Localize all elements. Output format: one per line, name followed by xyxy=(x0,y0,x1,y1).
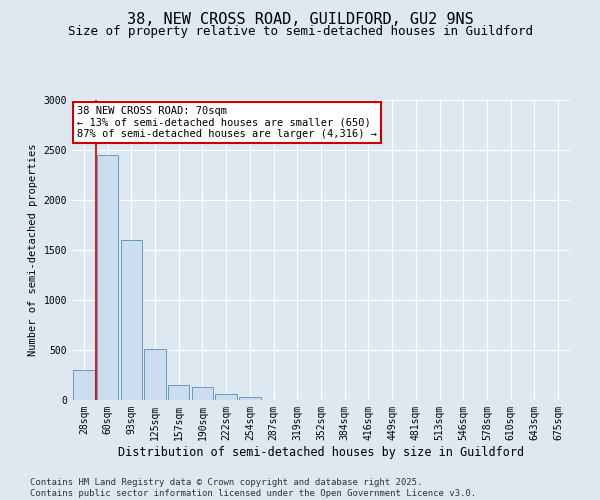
Bar xyxy=(168,385,190,400)
Bar xyxy=(192,387,213,400)
Bar xyxy=(73,370,95,400)
X-axis label: Distribution of semi-detached houses by size in Guildford: Distribution of semi-detached houses by … xyxy=(118,446,524,458)
Bar xyxy=(121,240,142,400)
Y-axis label: Number of semi-detached properties: Number of semi-detached properties xyxy=(28,144,38,356)
Bar xyxy=(145,349,166,400)
Text: Size of property relative to semi-detached houses in Guildford: Size of property relative to semi-detach… xyxy=(67,25,533,38)
Text: 38, NEW CROSS ROAD, GUILDFORD, GU2 9NS: 38, NEW CROSS ROAD, GUILDFORD, GU2 9NS xyxy=(127,12,473,28)
Bar xyxy=(97,155,118,400)
Bar xyxy=(239,397,260,400)
Text: 38 NEW CROSS ROAD: 70sqm
← 13% of semi-detached houses are smaller (650)
87% of : 38 NEW CROSS ROAD: 70sqm ← 13% of semi-d… xyxy=(77,106,377,139)
Bar xyxy=(215,394,237,400)
Text: Contains HM Land Registry data © Crown copyright and database right 2025.
Contai: Contains HM Land Registry data © Crown c… xyxy=(30,478,476,498)
